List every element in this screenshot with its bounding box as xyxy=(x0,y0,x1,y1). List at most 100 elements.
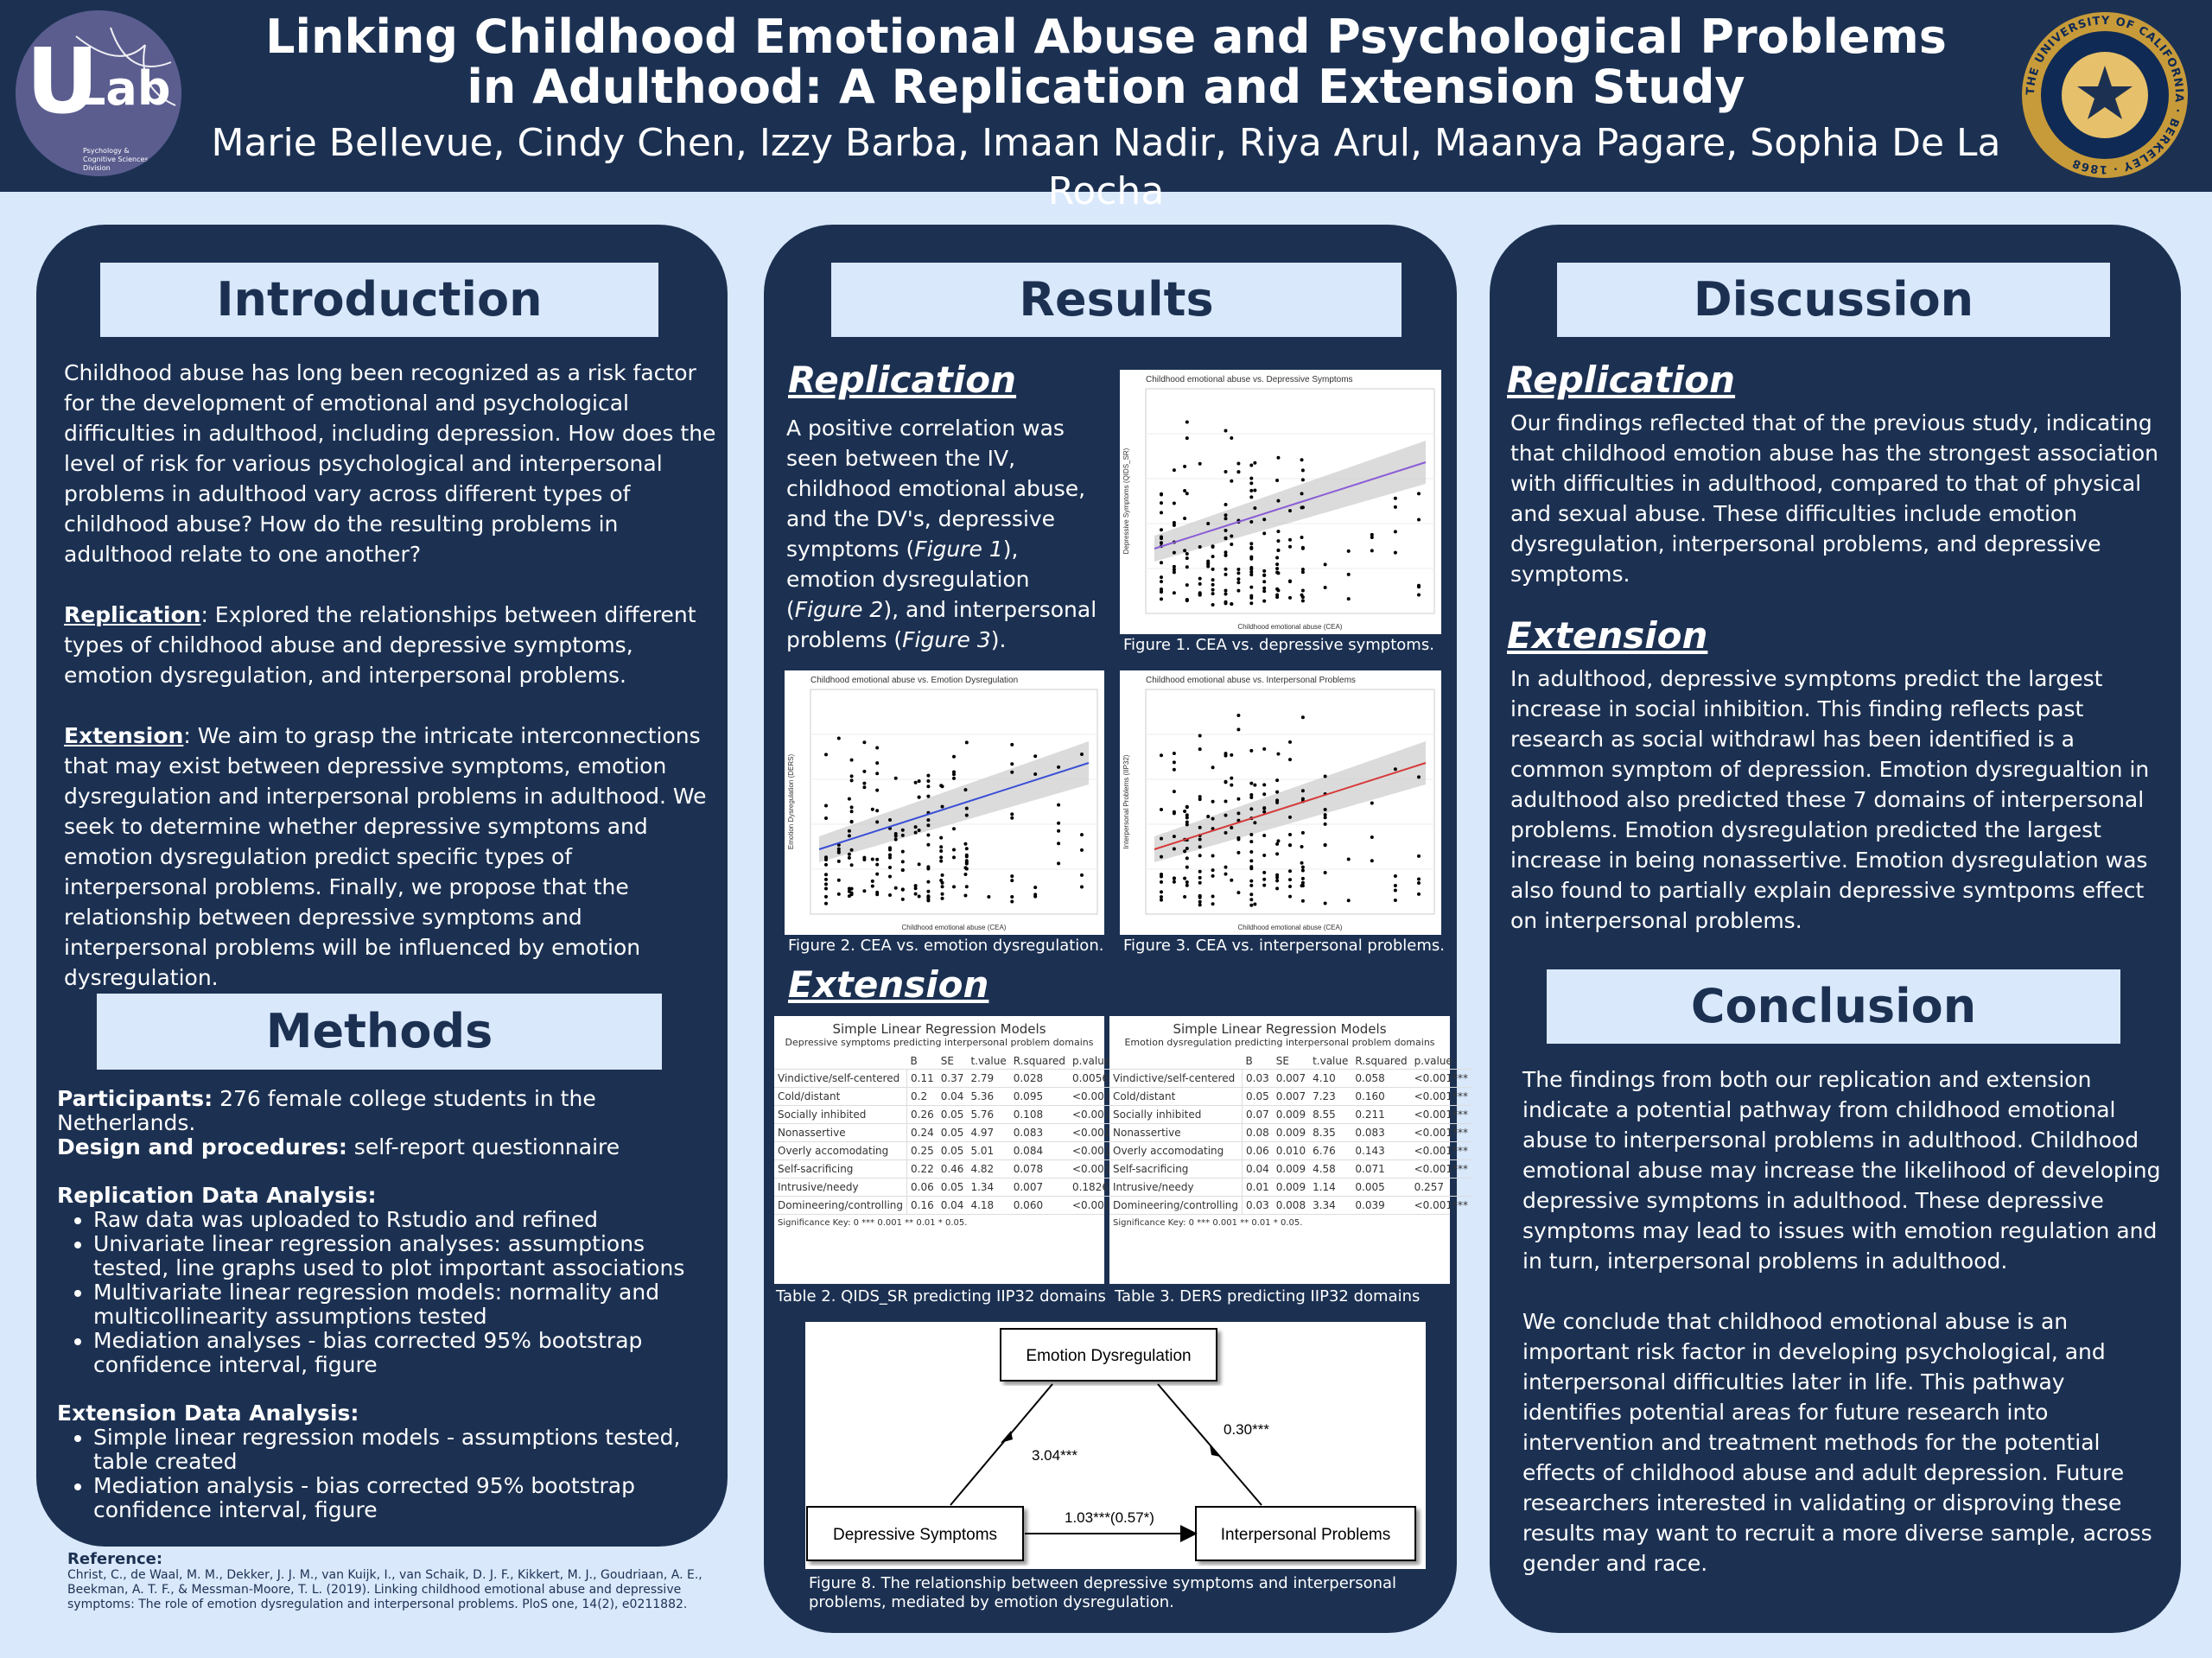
table-cell: 0.08 xyxy=(1242,1123,1273,1142)
data-point xyxy=(913,886,918,891)
data-point xyxy=(1211,592,1215,596)
discussion-conclusion-panel xyxy=(1490,225,2181,1633)
data-point xyxy=(940,785,944,789)
table-cell: <0.001*** xyxy=(1410,1123,1472,1142)
a-path-line xyxy=(950,1383,1053,1506)
data-point xyxy=(1249,807,1254,811)
data-point xyxy=(849,820,854,824)
data-point xyxy=(1198,461,1202,466)
data-point xyxy=(1211,555,1215,559)
table-cell: 4.10 xyxy=(1309,1069,1352,1088)
data-point xyxy=(1275,562,1280,567)
data-point xyxy=(1300,458,1304,462)
text-part: ), emotion dysregulation ( xyxy=(786,537,1030,622)
data-point xyxy=(1172,835,1176,839)
data-point xyxy=(1300,599,1305,603)
table-cell: 4.82 xyxy=(967,1159,1010,1178)
data-point xyxy=(1224,592,1228,596)
data-point xyxy=(1300,715,1305,720)
data-point xyxy=(1183,516,1187,520)
text-part: ). xyxy=(990,627,1007,652)
data-point xyxy=(1249,481,1254,486)
table-cell: 5.01 xyxy=(967,1141,1010,1160)
design-label: Design and procedures: xyxy=(57,1134,347,1159)
table-cell: 0.05 xyxy=(937,1141,968,1160)
data-point xyxy=(1262,792,1267,797)
data-point xyxy=(1288,843,1292,848)
seal-star-icon xyxy=(2077,66,2133,119)
methods-text: Participants: 276 female college student… xyxy=(57,1087,722,1522)
table-cell: 0.007 xyxy=(1272,1087,1310,1106)
data-point xyxy=(1183,464,1187,468)
table-cell: 0.078 xyxy=(1009,1159,1069,1178)
data-point xyxy=(1417,881,1421,886)
data-point xyxy=(1300,876,1305,880)
data-point xyxy=(940,892,944,896)
data-point xyxy=(1288,878,1292,882)
data-point xyxy=(1249,859,1254,863)
table-row: Intrusive/needy 0.06 0.05 1.34 0.007 0.1826 xyxy=(774,1178,1130,1197)
data-point xyxy=(1160,541,1163,545)
title-line-1: Linking Childhood Emotional Abuse and Ps… xyxy=(265,10,1947,64)
data-point xyxy=(1230,435,1234,440)
data-point xyxy=(1230,601,1234,606)
data-point xyxy=(1288,595,1292,600)
table-cell: 7.23 xyxy=(1309,1087,1352,1106)
data-point xyxy=(1185,856,1189,861)
data-point xyxy=(926,842,931,847)
data-point xyxy=(952,770,956,774)
results-extension-heading: Extension xyxy=(788,963,989,1006)
data-point xyxy=(1198,903,1202,907)
data-point xyxy=(824,804,828,808)
scatter-plot: Childhood emotional abuse vs. Depressive… xyxy=(1122,375,1435,631)
data-point xyxy=(1224,553,1228,557)
data-point xyxy=(1262,870,1267,874)
table-cell: Intrusive/needy xyxy=(1109,1178,1243,1197)
data-point xyxy=(1198,845,1202,849)
reference-text: Christ, C., de Waal, M. M., Dekker, J. J… xyxy=(67,1568,702,1611)
data-point xyxy=(963,866,968,870)
data-point xyxy=(1211,602,1215,607)
data-point xyxy=(875,890,880,894)
data-point xyxy=(824,855,828,860)
data-point xyxy=(1010,770,1014,774)
conclusion-text: The findings from both our replication a… xyxy=(1522,1064,2162,1579)
data-point xyxy=(1010,762,1014,766)
table-cell: Overly accomodating xyxy=(774,1141,907,1160)
data-point xyxy=(1393,884,1397,888)
data-point xyxy=(1160,807,1163,811)
data-point xyxy=(1057,861,1061,866)
introduction-heading: Introduction xyxy=(100,263,658,337)
data-point xyxy=(1249,601,1254,606)
data-point xyxy=(926,794,931,798)
data-point xyxy=(1262,746,1267,751)
intro-extension-text: : We aim to grasp the intricate intercon… xyxy=(64,723,707,990)
ulab-division-text: Psychology & Cognitive Sciences Division xyxy=(83,147,149,172)
data-point xyxy=(963,893,968,898)
network-lines-icon xyxy=(75,27,176,106)
data-point xyxy=(824,882,828,886)
data-point xyxy=(1010,895,1014,899)
table-row: Vindictive/self-centered 0.03 0.007 4.10 0.0… xyxy=(1109,1069,1472,1088)
data-point xyxy=(1010,899,1014,904)
data-point xyxy=(1393,496,1397,500)
data-point xyxy=(1172,847,1176,851)
table-header-cell: R.squared xyxy=(1013,1055,1065,1067)
data-point xyxy=(1172,568,1176,572)
data-point xyxy=(1249,520,1254,524)
table-cell: 0.083 xyxy=(1009,1123,1069,1142)
data-point xyxy=(1370,801,1374,805)
table-header-cell: R.squared xyxy=(1355,1055,1408,1067)
table-cell: 0.028 xyxy=(1009,1069,1069,1088)
data-point xyxy=(926,778,931,783)
table-cell: 0.05 xyxy=(937,1123,968,1142)
data-point xyxy=(926,880,931,884)
list-item: Univariate linear regression analyses: a… xyxy=(93,1232,722,1280)
figure-ref: Figure 1 xyxy=(914,537,1003,562)
data-point xyxy=(926,818,931,823)
table-header-cell: p.value xyxy=(1414,1055,1452,1067)
table-2-title: Simple Linear Regression Models xyxy=(832,1021,1046,1037)
data-point xyxy=(1198,895,1202,899)
data-point xyxy=(1172,468,1176,473)
mediation-figure: Emotion Dysregulation Depressive Symptom… xyxy=(805,1322,1426,1569)
